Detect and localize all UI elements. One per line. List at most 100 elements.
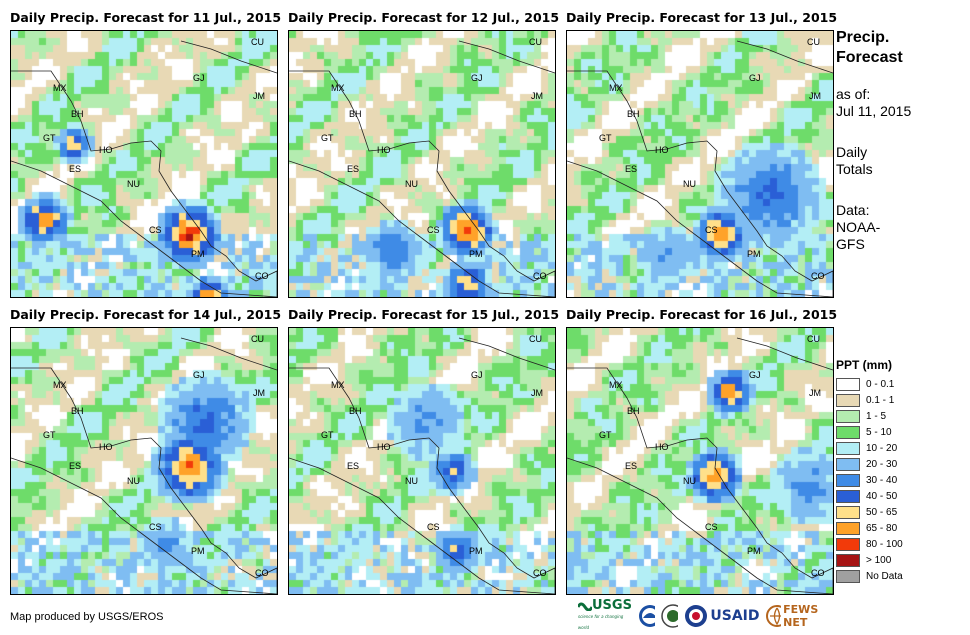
usgs-wave-icon bbox=[578, 602, 592, 611]
legend-label: 20 - 30 bbox=[866, 458, 898, 470]
doi-seal-icon bbox=[661, 604, 679, 628]
legend-label: 30 - 40 bbox=[866, 474, 898, 486]
precip-map: CU MX BH GT HO ES NU CS PM CO JM GJ bbox=[10, 327, 278, 595]
usgs-text: USGS bbox=[592, 597, 632, 613]
coastline bbox=[567, 70, 833, 297]
country-label: GT bbox=[43, 430, 56, 440]
precip-map: CU MX BH GT HO ES NU CS PM CO JM GJ bbox=[288, 327, 556, 595]
data-line2: NOAA- bbox=[836, 219, 881, 235]
country-label: CS bbox=[705, 225, 718, 235]
map-credit: Map produced by USGS/EROS bbox=[10, 611, 164, 623]
country-label: MX bbox=[53, 380, 67, 390]
usaid-seal-icon bbox=[685, 605, 708, 627]
usaid-text: USAID bbox=[710, 608, 760, 624]
country-label: CS bbox=[149, 225, 162, 235]
country-label: CS bbox=[705, 522, 718, 532]
fewsnet-text: FEWS NET bbox=[783, 603, 819, 629]
legend-entry: 50 - 65 bbox=[836, 504, 966, 520]
legend-label: 40 - 50 bbox=[866, 490, 898, 502]
country-label: ES bbox=[625, 461, 637, 471]
country-outlines: CU MX BH GT HO ES NU CS PM CO JM GJ bbox=[567, 37, 833, 297]
legend-swatch bbox=[836, 553, 860, 567]
precip-raster bbox=[567, 31, 833, 297]
country-label: GT bbox=[599, 430, 612, 440]
country-label: ES bbox=[69, 461, 81, 471]
precip-raster bbox=[289, 328, 555, 594]
side-info: Precip. Forecast as of: Jul 11, 2015 Dai… bbox=[836, 28, 966, 253]
usgs-tagline: science for a changing world bbox=[578, 614, 624, 630]
panel-title: Daily Precip. Forecast for 12 Jul., 2015 bbox=[288, 10, 560, 25]
country-label: HO bbox=[655, 145, 669, 155]
legend-entry: No Data bbox=[836, 568, 966, 584]
country-label: JM bbox=[809, 388, 821, 398]
totals-line1: Daily bbox=[836, 144, 868, 160]
country-label: NU bbox=[127, 179, 140, 189]
country-outlines: CU MX BH GT HO ES NU CS PM CO JM GJ bbox=[289, 334, 555, 594]
country-label: GJ bbox=[471, 73, 483, 83]
coastline bbox=[11, 70, 277, 297]
legend-label: No Data bbox=[866, 570, 903, 582]
country-label: HO bbox=[377, 145, 391, 155]
country-label: PM bbox=[747, 546, 761, 556]
country-label: PM bbox=[747, 249, 761, 259]
precip-raster bbox=[289, 31, 555, 297]
panel-title: Daily Precip. Forecast for 15 Jul., 2015 bbox=[288, 307, 560, 322]
agency-logos: USGS science for a changing world USAID … bbox=[578, 597, 829, 632]
side-title-line1: Precip. bbox=[836, 29, 890, 46]
legend-label: > 100 bbox=[866, 554, 892, 566]
cuba-coastline bbox=[180, 40, 277, 74]
country-outlines: CU MX BH GT HO ES NU CS PM CO JM GJ bbox=[289, 37, 555, 297]
coastline bbox=[567, 367, 833, 594]
country-label: CO bbox=[811, 568, 825, 578]
country-label: HO bbox=[377, 442, 391, 452]
precip-map: CU MX BH GT HO ES NU CS PM CO JM GJ bbox=[10, 30, 278, 298]
legend-entry: 80 - 100 bbox=[836, 536, 966, 552]
precip-map: CU MX BH GT HO ES NU CS PM CO JM GJ bbox=[566, 30, 834, 298]
cuba-coastline bbox=[458, 337, 555, 371]
panel-title: Daily Precip. Forecast for 11 Jul., 2015 bbox=[10, 10, 282, 25]
country-label: ES bbox=[625, 164, 637, 174]
country-label: CU bbox=[251, 334, 264, 344]
fewsnet-logo: FEWS NET bbox=[765, 603, 829, 629]
country-label: HO bbox=[99, 145, 113, 155]
country-label: MX bbox=[53, 83, 67, 93]
country-outlines: CU MX BH GT HO ES NU CS PM CO JM GJ bbox=[11, 334, 277, 594]
legend-entry: 0.1 - 1 bbox=[836, 392, 966, 408]
legend-title: PPT (mm) bbox=[836, 358, 893, 372]
totals-line2: Totals bbox=[836, 161, 873, 177]
country-label: GT bbox=[321, 430, 334, 440]
legend-entry: 30 - 40 bbox=[836, 472, 966, 488]
data-line3: GFS bbox=[836, 236, 865, 252]
legend-swatch bbox=[836, 457, 860, 471]
precip-raster bbox=[567, 328, 833, 594]
legend-swatch bbox=[836, 521, 860, 535]
country-label: MX bbox=[331, 83, 345, 93]
data-line1: Data: bbox=[836, 202, 870, 218]
legend-swatch bbox=[836, 505, 860, 519]
legend-entry: 5 - 10 bbox=[836, 424, 966, 440]
country-label: NU bbox=[683, 179, 696, 189]
country-label: MX bbox=[609, 83, 623, 93]
country-label: CU bbox=[807, 334, 820, 344]
country-label: JM bbox=[531, 388, 543, 398]
asof-label: as of: bbox=[836, 86, 871, 102]
legend-entry: 10 - 20 bbox=[836, 440, 966, 456]
legend-label: 65 - 80 bbox=[866, 522, 898, 534]
country-label: JM bbox=[253, 388, 265, 398]
country-label: GJ bbox=[471, 370, 483, 380]
legend-label: 10 - 20 bbox=[866, 442, 898, 454]
country-label: NU bbox=[683, 476, 696, 486]
panel-title: Daily Precip. Forecast for 14 Jul., 2015 bbox=[10, 307, 282, 322]
country-label: CU bbox=[529, 37, 542, 47]
country-label: BH bbox=[349, 109, 362, 119]
legend-label: 1 - 5 bbox=[866, 410, 887, 422]
country-label: PM bbox=[469, 546, 483, 556]
side-title-line2: Forecast bbox=[836, 49, 903, 66]
legend-swatch bbox=[836, 425, 860, 439]
country-label: CU bbox=[807, 37, 820, 47]
legend-swatch bbox=[836, 489, 860, 503]
coastline bbox=[11, 367, 277, 594]
country-label: GJ bbox=[749, 73, 761, 83]
country-label: GT bbox=[321, 133, 334, 143]
country-label: BH bbox=[71, 109, 84, 119]
